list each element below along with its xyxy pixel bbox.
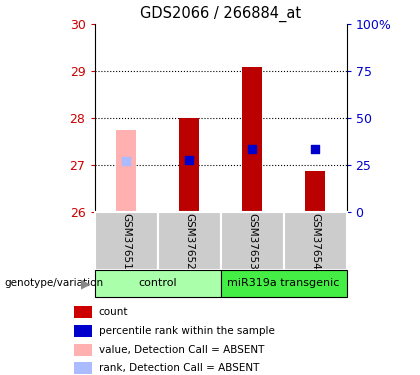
Text: count: count [99, 307, 128, 317]
Text: GSM37652: GSM37652 [184, 213, 194, 269]
Bar [220, 270, 346, 297]
Text: control: control [138, 279, 177, 288]
Text: genotype/variation: genotype/variation [4, 279, 103, 288]
Bar [74, 344, 92, 355]
Bar [305, 171, 325, 212]
Text: GSM37651: GSM37651 [121, 213, 131, 269]
Bar [74, 306, 92, 318]
Bar [284, 212, 346, 270]
Point [186, 158, 192, 164]
Bar [74, 362, 92, 374]
Bar [94, 270, 220, 297]
Bar [116, 130, 136, 212]
Bar [158, 212, 220, 270]
Bar [242, 66, 262, 212]
Title: GDS2066 / 266884_at: GDS2066 / 266884_at [140, 5, 301, 22]
Point [123, 158, 129, 164]
Point [249, 146, 255, 152]
Bar [179, 118, 199, 212]
Bar [94, 212, 158, 270]
Bar [220, 212, 284, 270]
Text: GSM37653: GSM37653 [247, 213, 257, 269]
Text: percentile rank within the sample: percentile rank within the sample [99, 326, 275, 336]
Point [312, 146, 318, 152]
Text: ▶: ▶ [81, 277, 90, 290]
Text: rank, Detection Call = ABSENT: rank, Detection Call = ABSENT [99, 363, 259, 373]
Text: GSM37654: GSM37654 [310, 213, 320, 269]
Text: value, Detection Call = ABSENT: value, Detection Call = ABSENT [99, 345, 264, 354]
Bar [74, 325, 92, 337]
Text: miR319a transgenic: miR319a transgenic [227, 279, 340, 288]
